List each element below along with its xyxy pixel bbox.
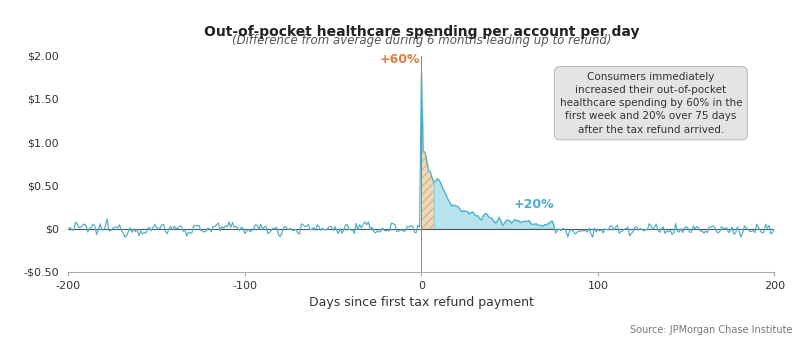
Text: +60%: +60% [380,53,421,66]
X-axis label: Days since first tax refund payment: Days since first tax refund payment [309,296,534,310]
Title: Out-of-pocket healthcare spending per account per day: Out-of-pocket healthcare spending per ac… [204,25,639,39]
Text: Source: JPMorgan Chase Institute: Source: JPMorgan Chase Institute [630,324,792,335]
Text: (Difference from average during 6 months leading up to refund): (Difference from average during 6 months… [232,34,611,47]
Text: Consumers immediately
increased their out-of-pocket
healthcare spending by 60% i: Consumers immediately increased their ou… [560,72,742,135]
Text: +20%: +20% [513,198,554,211]
